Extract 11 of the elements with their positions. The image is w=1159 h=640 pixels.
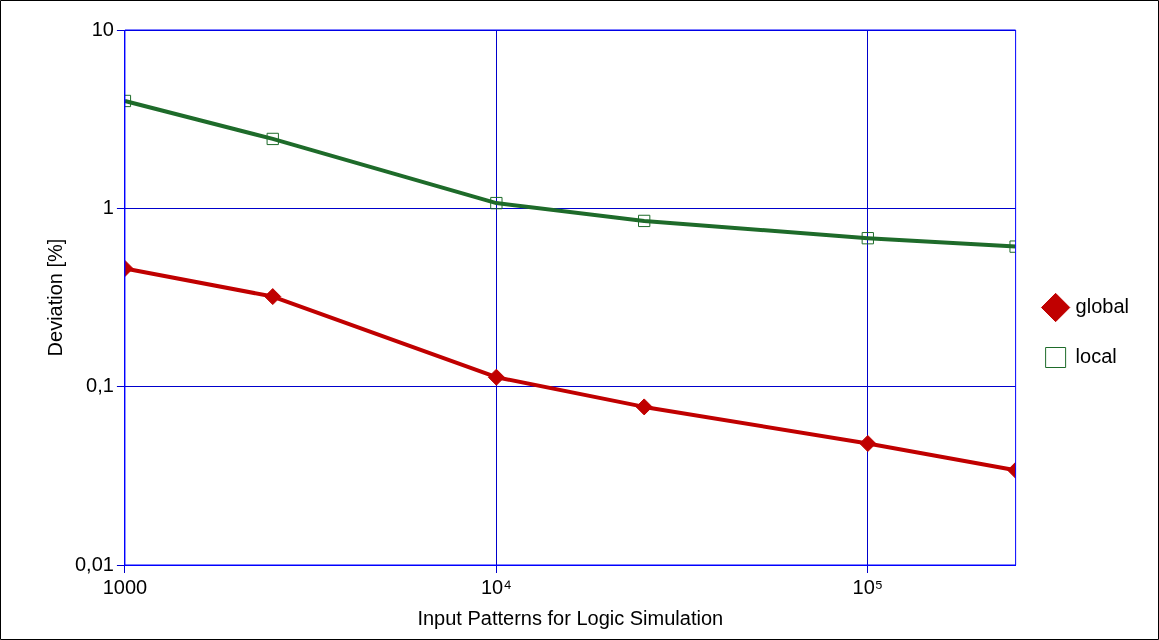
- x-tick-label: 1000: [102, 575, 148, 598]
- legend-label: local: [1075, 345, 1117, 368]
- y-tick-label: 10: [91, 17, 114, 40]
- x-tick-label: 10⁵: [852, 575, 884, 598]
- x-axis-title: Input Patterns for Logic Simulation: [417, 606, 724, 629]
- x-tick-label: 10⁴: [480, 575, 512, 598]
- y-tick-label: 0,1: [86, 374, 114, 397]
- y-axis-title: Deviation [%]: [43, 238, 66, 357]
- legend-label: global: [1075, 295, 1130, 318]
- y-tick-label: 0,01: [74, 552, 114, 575]
- y-tick-label: 1: [102, 195, 114, 218]
